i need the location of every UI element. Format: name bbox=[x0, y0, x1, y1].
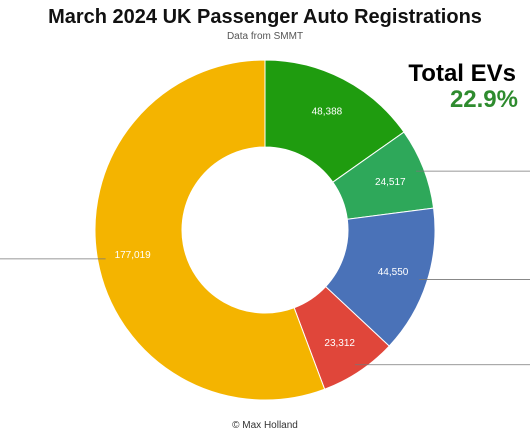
ev-total-label: Total EVs bbox=[408, 60, 516, 87]
slices-layer bbox=[94, 59, 436, 401]
data-label-1: 48,388 bbox=[312, 107, 343, 118]
data-label-2: 24,517 bbox=[375, 177, 406, 188]
data-labels-layer: 48,388 24,517 44,550 23,312 177,019 bbox=[115, 107, 409, 349]
page-title: March 2024 UK Passenger Auto Registratio… bbox=[48, 6, 482, 28]
data-label-4: 23,312 bbox=[324, 338, 355, 349]
data-label-3: 44,550 bbox=[378, 267, 409, 278]
page-subtitle: Data from SMMT bbox=[226, 31, 304, 42]
data-label-5: 177,019 bbox=[115, 250, 152, 261]
credit-text: © Max Holland bbox=[232, 420, 298, 431]
leader-lines-layer bbox=[0, 170, 530, 366]
donut-slice-5 bbox=[94, 59, 326, 401]
ev-total-value: 22.9% bbox=[449, 86, 518, 113]
